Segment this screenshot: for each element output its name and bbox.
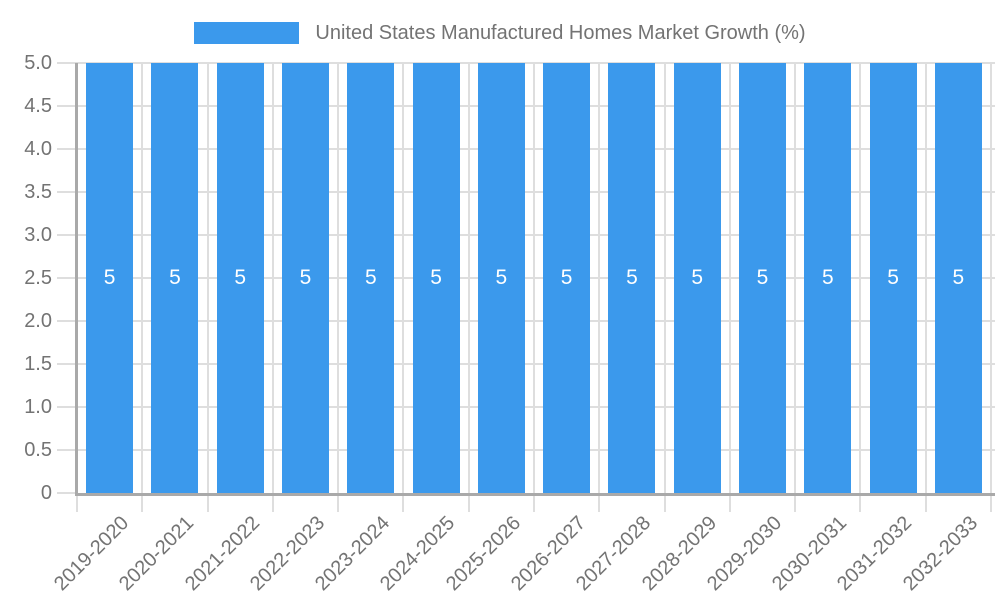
- y-axis-tick-label: 0.5: [24, 439, 52, 461]
- x-axis-tick: [859, 495, 862, 512]
- x-axis-tick: [206, 495, 209, 512]
- gridline-horizontal: [77, 191, 995, 193]
- bar[interactable]: [739, 63, 786, 493]
- y-axis-tick-label: 5.0: [24, 52, 52, 74]
- x-axis-line: [75, 493, 995, 496]
- gridline-vertical: [859, 63, 862, 493]
- bar-value-label: 5: [952, 266, 965, 289]
- gridline-vertical: [728, 63, 731, 493]
- gridline-horizontal: [77, 234, 995, 236]
- y-axis-tick: [57, 449, 77, 451]
- y-axis-tick: [57, 191, 77, 193]
- y-axis-line: [75, 63, 78, 495]
- legend-label[interactable]: United States Manufactured Homes Market …: [315, 22, 806, 44]
- legend-swatch-icon[interactable]: [194, 22, 300, 44]
- bar[interactable]: [543, 63, 591, 493]
- bar[interactable]: [151, 63, 199, 493]
- x-axis-tick: [728, 495, 731, 512]
- bar-value-label: 5: [169, 266, 181, 289]
- bar[interactable]: [477, 63, 525, 493]
- gridline-vertical: [206, 63, 209, 493]
- y-axis-tick-label: 0: [40, 482, 52, 504]
- gridline-horizontal: [77, 320, 995, 322]
- gridline-vertical: [924, 63, 927, 493]
- bar[interactable]: [86, 63, 134, 493]
- x-axis-tick: [402, 495, 405, 512]
- bar-value-label: 5: [887, 266, 899, 289]
- x-axis-tick: [271, 495, 274, 512]
- x-axis-tick: [990, 495, 992, 512]
- bar-value-label: 5: [626, 266, 638, 289]
- y-axis-tick: [57, 148, 77, 150]
- y-axis-tick-label: 3.0: [24, 224, 52, 246]
- bar-value-label: 5: [756, 266, 769, 289]
- legend[interactable]: United States Manufactured Homes Market …: [0, 20, 1000, 46]
- gridline-vertical: [990, 63, 992, 493]
- bar-value-label: 5: [821, 266, 834, 289]
- gridline-vertical: [533, 63, 535, 493]
- bar[interactable]: [216, 63, 264, 493]
- bar-value-label: 5: [299, 266, 312, 289]
- bar-value-label: 5: [103, 266, 116, 289]
- x-axis-tick: [598, 495, 601, 512]
- bar[interactable]: [869, 63, 917, 493]
- gridline-vertical: [402, 63, 405, 493]
- gridline-vertical: [794, 63, 797, 493]
- gridline-vertical: [598, 63, 601, 493]
- x-axis-tick: [76, 495, 78, 512]
- gridline-horizontal: [77, 449, 995, 451]
- gridline-horizontal: [77, 277, 995, 279]
- x-axis-tick: [467, 495, 470, 512]
- bar-value-label: 5: [430, 266, 442, 289]
- y-axis-tick: [57, 234, 77, 236]
- y-axis-tick-label: 2.0: [24, 310, 52, 332]
- bar[interactable]: [282, 63, 329, 493]
- bar[interactable]: [412, 63, 460, 493]
- x-axis-tick: [141, 495, 144, 512]
- bar[interactable]: [347, 63, 395, 493]
- y-axis-tick-label: 4.0: [24, 138, 52, 160]
- gridline-horizontal: [77, 62, 995, 64]
- gridline-horizontal: [77, 105, 995, 107]
- bar[interactable]: [673, 63, 721, 493]
- x-axis-tick: [794, 495, 797, 512]
- gridline-horizontal: [77, 363, 995, 365]
- x-axis-tick: [533, 495, 535, 512]
- y-axis-tick-label: 2.5: [24, 267, 52, 289]
- y-axis-tick-label: 4.5: [24, 95, 52, 117]
- gridline-vertical: [271, 63, 274, 493]
- x-axis-tick: [663, 495, 666, 512]
- y-axis-tick: [57, 492, 77, 494]
- y-axis-tick-label: 1.5: [24, 353, 52, 375]
- bar[interactable]: [608, 63, 656, 493]
- bar-value-label: 5: [364, 266, 377, 289]
- x-axis-tick: [337, 495, 340, 512]
- y-axis-tick-label: 3.5: [24, 181, 52, 203]
- y-axis-tick: [57, 406, 77, 408]
- bar[interactable]: [804, 63, 852, 493]
- y-axis-tick: [57, 105, 77, 107]
- bar[interactable]: [934, 63, 982, 493]
- bar-value-label: 5: [495, 266, 508, 289]
- x-axis-tick: [924, 495, 927, 512]
- y-axis-tick-label: 1.0: [24, 396, 52, 418]
- bar-value-label: 5: [560, 266, 573, 289]
- gridline-horizontal: [77, 148, 995, 150]
- bar-value-label: 5: [234, 266, 247, 289]
- gridline-vertical: [663, 63, 666, 493]
- bar-value-label: 5: [691, 266, 704, 289]
- gridline-vertical: [337, 63, 340, 493]
- y-axis-tick: [57, 320, 77, 322]
- gridline-horizontal: [77, 406, 995, 408]
- y-axis-tick: [57, 363, 77, 365]
- y-axis-tick: [57, 62, 77, 64]
- gridline-vertical: [141, 63, 144, 493]
- y-axis-tick: [57, 277, 77, 279]
- gridline-vertical: [467, 63, 470, 493]
